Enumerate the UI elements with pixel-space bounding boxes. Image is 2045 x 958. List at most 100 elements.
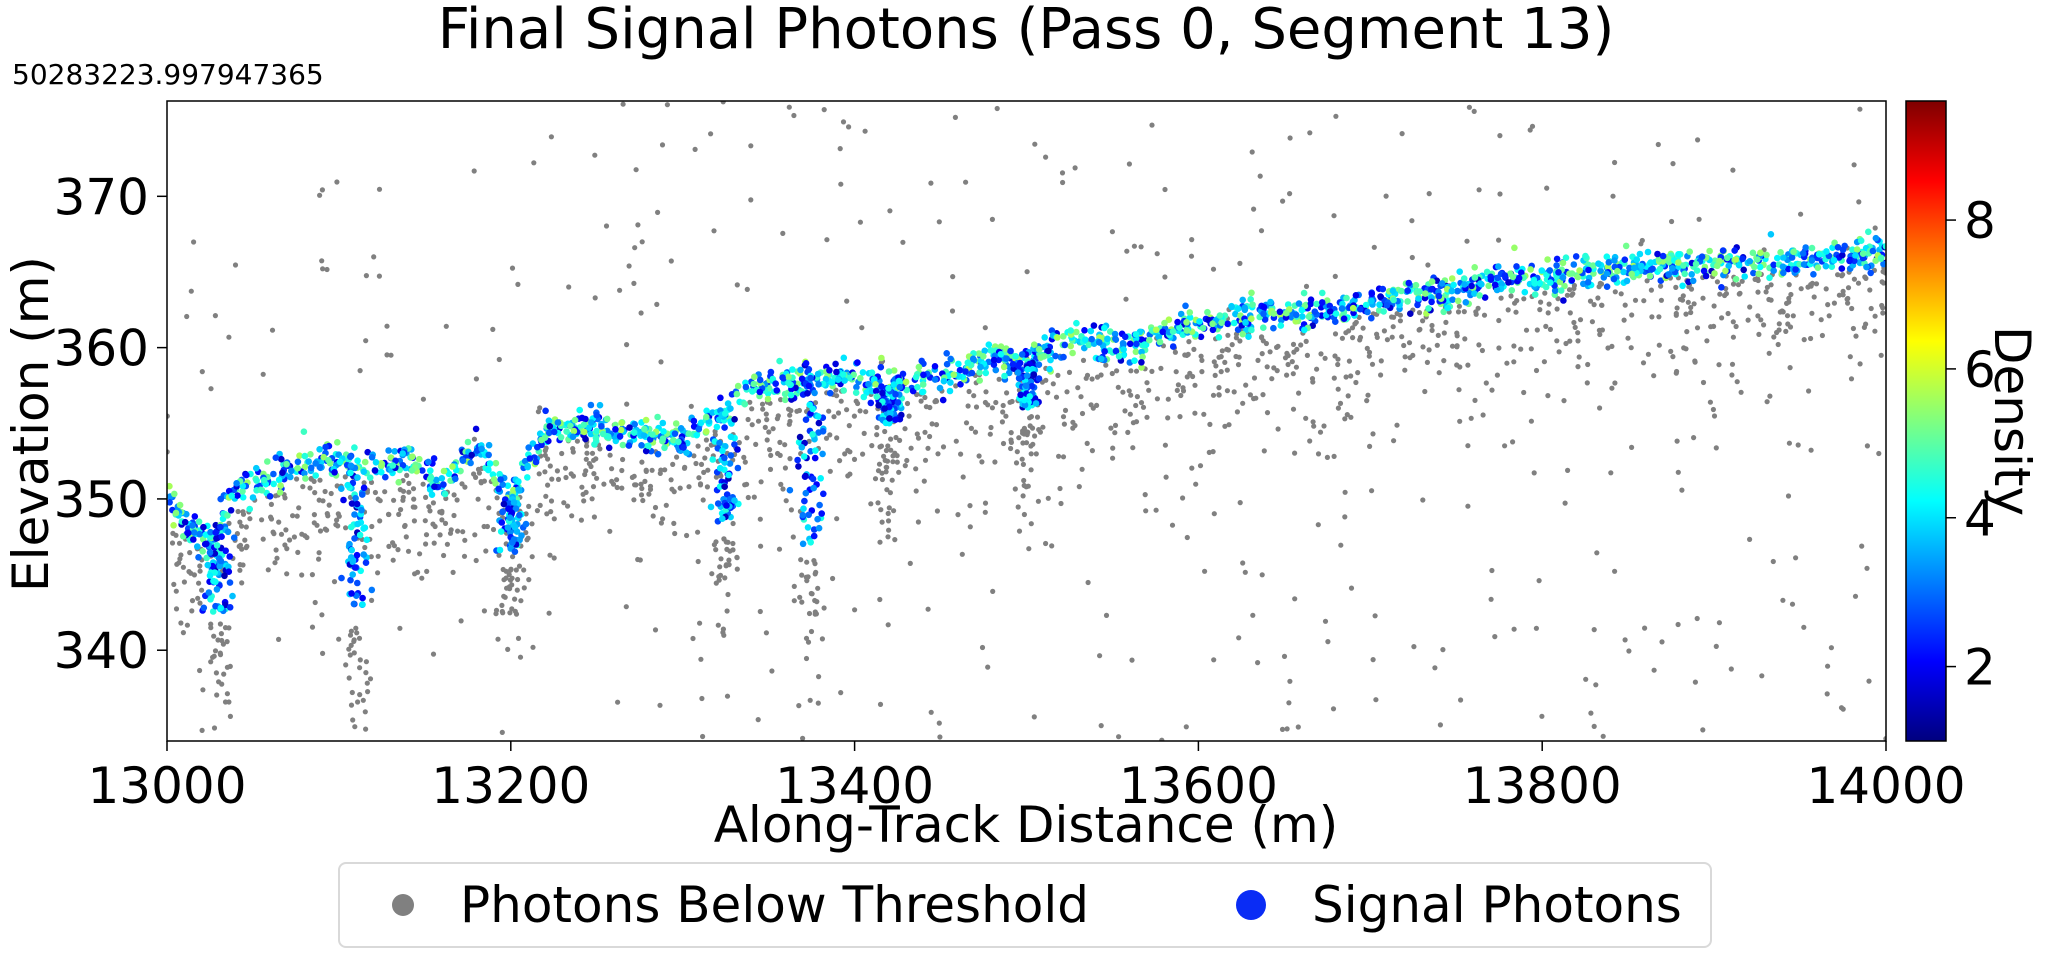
signal-point: [212, 578, 219, 586]
noise-point: [1496, 345, 1502, 351]
noise-point: [799, 599, 805, 605]
noise-point: [745, 494, 751, 501]
noise-point: [461, 553, 468, 559]
signal-point: [1224, 320, 1231, 328]
noise-point: [993, 399, 999, 406]
noise-point: [1600, 733, 1606, 739]
signal-point: [1407, 310, 1414, 318]
noise-point: [994, 105, 1000, 112]
signal-point: [1491, 281, 1499, 289]
noise-point: [1476, 187, 1482, 193]
noise-point: [821, 605, 827, 611]
signal-point: [1557, 287, 1565, 294]
noise-point: [782, 465, 789, 471]
noise-point: [490, 326, 496, 332]
noise-point: [1251, 206, 1257, 212]
noise-point: [1531, 470, 1537, 476]
noise-point: [199, 369, 205, 375]
signal-point: [1774, 254, 1781, 262]
noise-point: [521, 585, 527, 591]
colorbar-tick-label: 8: [1964, 192, 1996, 250]
noise-point: [1173, 369, 1179, 375]
signal-point: [529, 440, 537, 447]
noise-point: [1330, 706, 1337, 712]
signal-point: [213, 542, 221, 549]
signal-point: [980, 353, 987, 360]
noise-point: [1594, 550, 1600, 556]
signal-point: [233, 480, 240, 487]
signal-point: [490, 476, 498, 483]
signal-point: [1823, 248, 1830, 255]
signal-point: [360, 551, 368, 558]
noise-point: [775, 450, 781, 457]
noise-point: [1845, 300, 1851, 306]
noise-point: [1766, 350, 1772, 356]
signal-point: [1766, 274, 1773, 282]
signal-point: [1218, 319, 1225, 327]
signal-point: [194, 543, 201, 550]
noise-point: [724, 608, 730, 614]
noise-point: [324, 266, 330, 273]
noise-point: [1332, 331, 1339, 337]
signal-point: [1770, 261, 1777, 269]
noise-point: [1787, 324, 1794, 330]
noise-point: [1640, 360, 1647, 366]
noise-point: [1409, 218, 1415, 224]
signal-point: [1630, 264, 1638, 272]
noise-point: [885, 622, 891, 628]
signal-point: [1323, 297, 1331, 304]
signal-point: [1750, 269, 1757, 277]
noise-point: [199, 587, 205, 593]
noise-point: [983, 389, 989, 395]
signal-point: [525, 444, 532, 451]
signal-point: [1574, 273, 1582, 281]
noise-point: [1513, 309, 1519, 315]
noise-point: [309, 624, 316, 630]
signal-point: [828, 379, 836, 386]
noise-point: [730, 540, 736, 547]
noise-point: [1776, 321, 1782, 327]
noise-point: [1109, 370, 1115, 377]
signal-point: [354, 457, 361, 465]
signal-point: [348, 500, 356, 507]
noise-point: [659, 142, 666, 148]
noise-point: [1681, 345, 1687, 351]
noise-point: [512, 608, 518, 614]
signal-point: [287, 473, 294, 481]
noise-point: [1770, 558, 1776, 565]
signal-point: [734, 464, 742, 472]
noise-point: [1426, 347, 1432, 353]
signal-point: [246, 505, 253, 513]
noise-point: [869, 443, 875, 449]
noise-point: [1407, 355, 1413, 361]
signal-point: [1538, 267, 1546, 274]
noise-point: [632, 245, 638, 251]
signal-point: [1082, 336, 1089, 344]
noise-point: [1144, 414, 1150, 420]
noise-point: [1177, 414, 1183, 420]
signal-point: [171, 490, 178, 498]
noise-point: [1626, 648, 1632, 654]
signal-point: [1828, 263, 1836, 271]
noise-point: [1567, 338, 1573, 344]
signal-point: [1527, 266, 1534, 273]
noise-point: [1585, 361, 1591, 368]
noise-point: [1364, 398, 1370, 404]
signal-point: [721, 410, 729, 417]
signal-point: [1531, 280, 1538, 287]
chart-title: Final Signal Photons (Pass 0, Segment 13…: [438, 0, 1615, 62]
signal-point: [351, 535, 358, 542]
noise-point: [721, 536, 727, 542]
noise-point: [1348, 373, 1354, 379]
noise-point: [1126, 388, 1132, 394]
signal-point: [1792, 266, 1799, 273]
noise-point: [334, 517, 340, 523]
noise-point: [1461, 309, 1467, 315]
noise-point: [1264, 364, 1270, 370]
noise-point: [268, 501, 274, 507]
signal-point: [1007, 347, 1014, 355]
noise-point: [1108, 425, 1114, 431]
noise-point: [237, 567, 243, 573]
noise-point: [626, 263, 632, 269]
noise-point: [1534, 327, 1540, 333]
